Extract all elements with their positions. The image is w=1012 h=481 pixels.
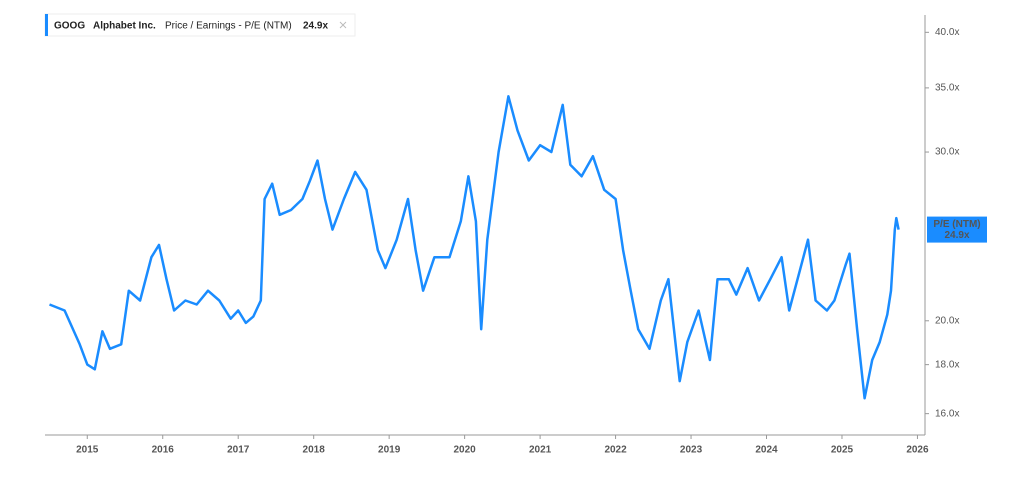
x-tick-label: 2015 <box>76 445 99 456</box>
badge <box>927 216 987 243</box>
x-tick-label: 2026 <box>906 445 929 456</box>
y-tick-label: 16.0x <box>935 408 959 419</box>
x-tick-label: 2023 <box>680 445 703 456</box>
x-tick-label: 2018 <box>303 445 326 456</box>
header-value: 24.9x <box>303 21 328 32</box>
x-tick-label: 2017 <box>227 445 250 456</box>
ticker: GOOG <box>54 21 85 32</box>
line <box>49 95 900 400</box>
header-accent <box>45 14 48 36</box>
y-tick-label: 18.0x <box>935 359 959 370</box>
x-tick-label: 2019 <box>378 445 401 456</box>
x-tick-label: 2024 <box>755 445 778 456</box>
y-tick-label: 20.0x <box>935 315 959 326</box>
close-icon[interactable] <box>339 21 347 29</box>
x-tick-label: 2022 <box>604 445 627 456</box>
x-tick-label: 2025 <box>831 445 854 456</box>
x-tick-label: 2016 <box>152 445 175 456</box>
y-tick-label: 35.0x <box>935 83 959 94</box>
metric: Price / Earnings - P/E (NTM) <box>165 21 292 32</box>
y-tick-label: 40.0x <box>935 27 959 38</box>
x-tick-label: 2020 <box>453 445 476 456</box>
y-tick-label: 30.0x <box>935 147 959 158</box>
x-tick-label: 2021 <box>529 445 552 456</box>
badge-value: 24.9x <box>944 230 969 241</box>
badge-name: P/E (NTM) <box>933 219 980 230</box>
company: Alphabet Inc. <box>93 21 156 32</box>
